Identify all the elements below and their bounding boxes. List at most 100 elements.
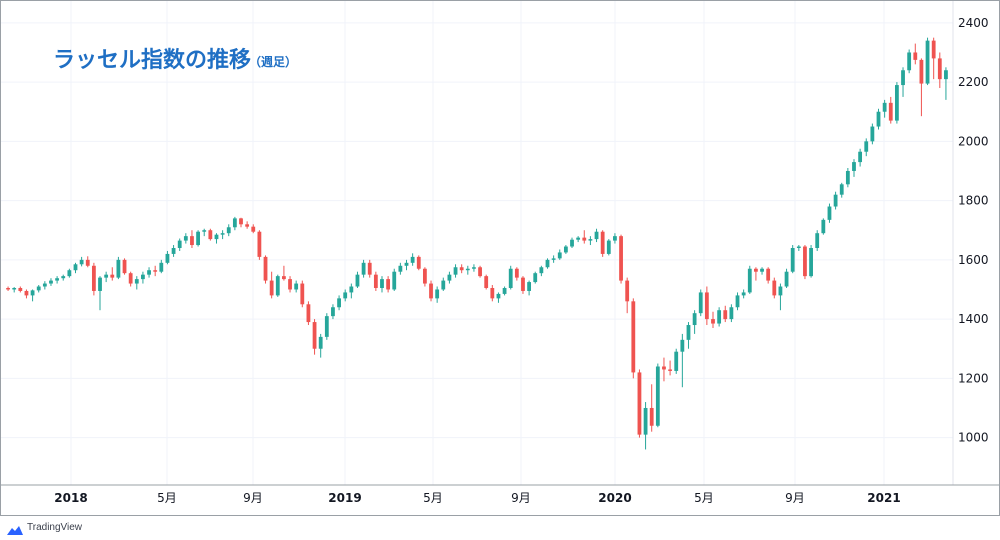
candle-body [435, 289, 440, 299]
candle-body [392, 271, 397, 290]
candle-body [888, 102, 893, 121]
candle [772, 277, 777, 299]
candle-body [447, 274, 452, 281]
candle [747, 265, 752, 294]
candle-body [361, 262, 366, 275]
candle [680, 333, 685, 388]
candle-body [6, 287, 10, 290]
candle-body [263, 256, 268, 281]
candle [30, 289, 35, 302]
x-tick-label: 5月 [157, 491, 177, 505]
y-tick-label: 1000 [958, 431, 989, 445]
y-tick-label: 2200 [958, 75, 989, 89]
candle [306, 301, 311, 326]
candle [12, 287, 17, 293]
candle-body [171, 248, 176, 254]
candle [18, 286, 23, 293]
candle [196, 230, 200, 247]
candle [104, 271, 109, 283]
candle [796, 245, 801, 251]
candle [527, 280, 532, 296]
chart-frame: 1000 1200 1400 1600 1800 2000 2200 2400 2018 5月 9… [0, 0, 1000, 516]
candle [545, 258, 550, 269]
candle-body [251, 226, 256, 232]
candle-body [937, 58, 942, 80]
y-axis: 1000 1200 1400 1600 1800 2000 2200 2400 [958, 16, 989, 445]
x-tick-label: 9月 [511, 491, 531, 505]
candle [85, 256, 90, 268]
candle-body [67, 270, 72, 277]
candle-body [337, 298, 341, 308]
candle-body [894, 85, 899, 121]
candle-body [159, 262, 164, 272]
candle [870, 123, 875, 145]
candle-body [625, 280, 630, 302]
candle [183, 233, 188, 244]
x-tick-label: 9月 [785, 491, 805, 505]
candle-body [570, 239, 574, 247]
candle [668, 360, 672, 376]
candle [245, 221, 250, 229]
tradingview-cloud-icon[interactable] [6, 521, 24, 535]
candle-body [931, 40, 936, 59]
candle [809, 245, 813, 278]
candle-body [692, 313, 697, 326]
candle [110, 267, 115, 281]
candle-body [637, 372, 642, 435]
candle-body [472, 267, 476, 269]
candle [251, 224, 256, 234]
candle [637, 369, 642, 438]
candle-body [55, 278, 60, 281]
candle-body [514, 268, 519, 278]
candle [784, 268, 789, 288]
candle-body [331, 307, 335, 317]
candle [459, 264, 464, 274]
candle-body [459, 267, 464, 271]
candle-body [422, 268, 427, 284]
candle [698, 289, 703, 317]
candle-body [165, 253, 170, 263]
candle [141, 271, 145, 284]
candle-body [478, 267, 482, 277]
candle [913, 43, 918, 65]
candle-body [190, 236, 194, 246]
candle [55, 276, 60, 284]
candle-body [73, 264, 78, 271]
candle-body [723, 310, 728, 320]
candle-body [98, 277, 102, 291]
candle-body [349, 286, 354, 293]
candle-body [533, 273, 538, 283]
candle-body [208, 230, 213, 240]
candle [177, 238, 182, 251]
candle [901, 67, 905, 97]
candle [655, 363, 660, 428]
candle-body [147, 270, 151, 275]
candle-body [232, 218, 237, 228]
candle-body [778, 286, 783, 296]
candle [888, 96, 893, 124]
candle-body [557, 252, 562, 259]
candle [931, 37, 936, 80]
candle [300, 280, 305, 308]
candle-body [416, 256, 421, 269]
candle-body [803, 246, 807, 277]
candle-body [85, 259, 90, 266]
candle [386, 276, 391, 293]
candle-body [563, 246, 568, 253]
candle [625, 277, 630, 314]
candle-body [582, 237, 587, 241]
candle-body [870, 126, 875, 142]
candle [73, 262, 78, 274]
candle-body [521, 277, 525, 291]
candle [312, 319, 317, 355]
candle [711, 311, 715, 328]
candle [79, 256, 84, 267]
candle-body [882, 102, 887, 112]
tradingview-brand[interactable]: TradingView [27, 521, 83, 533]
candle-body [282, 276, 286, 280]
candle-body [600, 231, 605, 254]
candle [613, 233, 617, 244]
chart-subtitle: （週足） [249, 54, 297, 69]
candle-body [490, 287, 495, 299]
candle-body [24, 290, 29, 296]
